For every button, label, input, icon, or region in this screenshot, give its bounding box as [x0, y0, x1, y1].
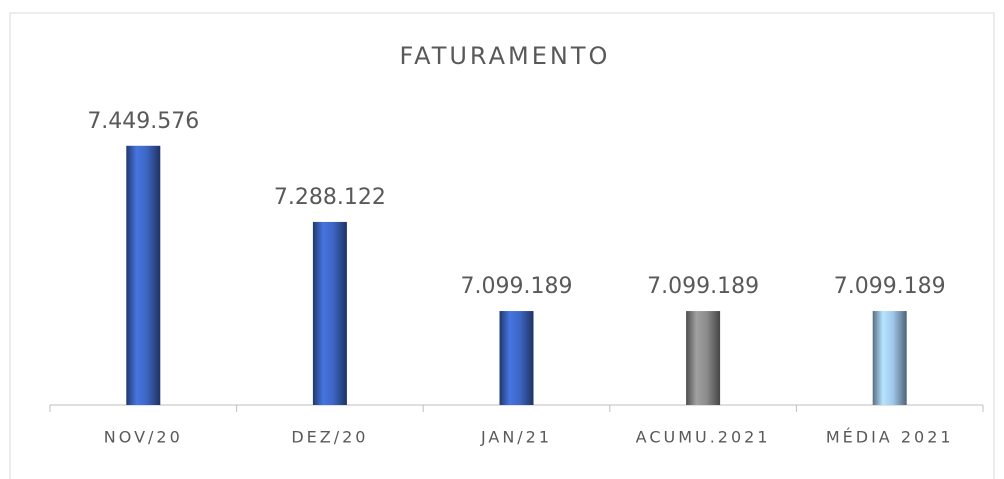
bar: [499, 311, 534, 405]
chart-title: FATURAMENTO: [400, 42, 611, 70]
value-label: 7.449.576: [87, 109, 199, 134]
chart-frame: [9, 12, 995, 479]
x-tick-label: MÉDIA 2021: [826, 428, 954, 447]
value-label: 7.099.189: [461, 274, 573, 299]
value-label: 7.099.189: [834, 274, 946, 299]
x-tick-label: JAN/21: [480, 428, 552, 447]
bar: [312, 221, 347, 405]
x-tick-label: NOV/20: [104, 428, 183, 447]
bar: [126, 145, 161, 405]
value-label: 7.099.189: [647, 274, 759, 299]
bar: [872, 311, 907, 405]
value-label: 7.288.122: [274, 185, 386, 210]
x-tick-label: DEZ/20: [291, 428, 368, 447]
x-tick-label: ACUMU.2021: [636, 428, 771, 447]
bar: [686, 311, 721, 405]
